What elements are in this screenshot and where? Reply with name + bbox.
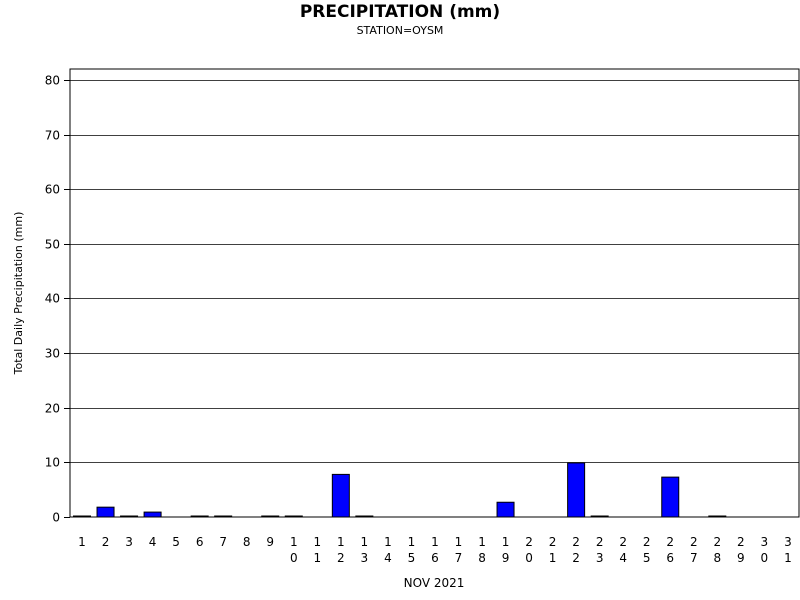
x-tick-label: 3 [125,535,133,549]
x-tick-label: 6 [196,535,204,549]
y-tick-label: 60 [45,183,60,197]
bar-day-13 [355,515,374,518]
bar-day-7 [214,515,233,518]
bar-day-1 [73,515,91,518]
x-axis-label: NOV 2021 [404,576,465,590]
bar-day-26 [661,476,680,518]
y-axis-label: Total Daily Precipitation (mm) [12,212,25,376]
x-tick-label: 2 [102,535,110,549]
bar-day-23 [590,515,609,518]
y-tick-label: 70 [45,129,60,143]
y-tick-label: 40 [45,292,60,306]
x-tick-label: 5 [172,535,180,549]
x-tick-label: 1 [78,535,86,549]
bar-day-12 [331,473,350,518]
y-tick-label: 20 [45,402,60,416]
x-tick-label: 7 [219,535,227,549]
bar-day-19 [496,501,515,518]
bar-day-2 [96,506,115,518]
y-tick-label: 80 [45,74,60,88]
y-tick-label: 30 [45,347,60,361]
bar-day-6 [190,515,209,518]
x-tick-label: 9 [266,535,274,549]
y-tick-label: 0 [52,511,60,525]
bar-day-28 [708,515,727,518]
chart-title: PRECIPITATION (mm) [299,2,501,22]
bar-day-22 [567,462,586,518]
y-tick-label: 50 [45,238,60,252]
plot-area [69,68,800,518]
x-tick-label: 4 [149,535,157,549]
bar-day-10 [284,515,303,518]
x-tick-label: 8 [243,535,251,549]
bar-day-9 [261,515,280,518]
chart-subtitle: STATION=OYSM [356,24,444,37]
y-tick-label: 10 [45,456,60,470]
bar-day-3 [120,515,139,518]
bar-day-4 [143,511,162,518]
